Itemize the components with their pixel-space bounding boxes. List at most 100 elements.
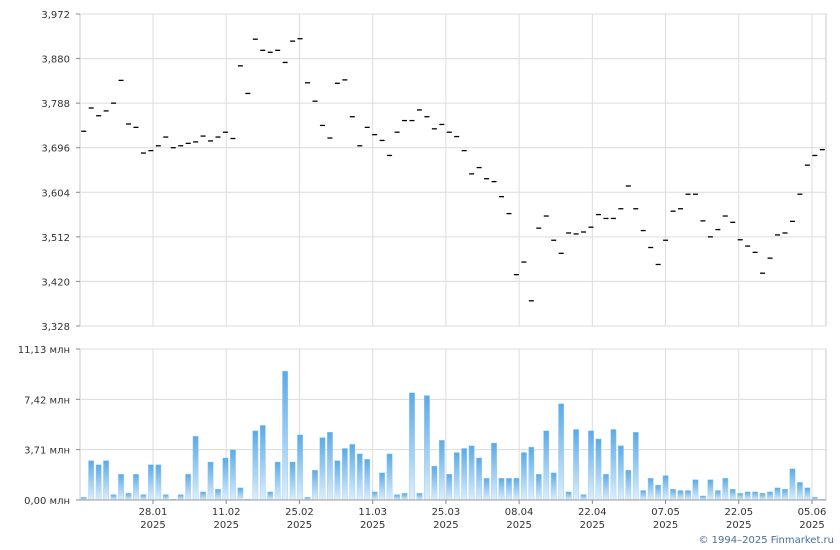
volume-bar — [416, 493, 423, 501]
volume-bar — [759, 493, 766, 501]
price-ytick-label: 3,512 — [41, 233, 70, 244]
price-ytick-label: 3,788 — [41, 99, 70, 110]
volume-bar — [677, 490, 684, 501]
volume-bar — [222, 457, 229, 501]
volume-ytick-label: 3,71 млн — [24, 446, 70, 457]
volume-bar — [215, 488, 221, 501]
volume-bar — [565, 491, 572, 501]
volume-bar — [237, 487, 244, 501]
volume-bar — [446, 474, 453, 501]
x-tick-year: 2025 — [213, 520, 238, 531]
volume-bar — [401, 493, 408, 501]
x-tick-date: 25.03 — [432, 507, 461, 518]
x-tick-year: 2025 — [726, 520, 751, 531]
volume-bar — [438, 440, 445, 501]
volume-bar — [312, 469, 318, 501]
volume-bar — [774, 487, 781, 501]
volume-bar — [744, 491, 751, 501]
volume-bar — [506, 478, 512, 501]
volume-bar — [200, 491, 206, 501]
x-tick-year: 2025 — [433, 520, 458, 531]
volume-bar — [185, 474, 192, 501]
volume-bar — [453, 452, 460, 501]
x-tick-date: 22.04 — [578, 507, 607, 518]
volume-bar — [662, 475, 669, 501]
x-tick-year: 2025 — [653, 520, 678, 531]
axis-layer: 3,972 3,880 3,788 3,696 3,604 3,512 3,420 3,328… — [18, 10, 827, 531]
volume-bar — [409, 392, 415, 501]
volume-bar — [162, 494, 169, 501]
volume-bar — [297, 434, 303, 501]
volume-bar — [140, 494, 147, 501]
volume-bar — [88, 460, 95, 501]
volume-bar — [573, 429, 579, 501]
price-panel-frame — [79, 13, 827, 327]
volume-bar — [468, 445, 475, 501]
volume-bar — [431, 465, 438, 501]
x-tick-date: 22.05 — [724, 507, 753, 518]
volume-bar — [640, 490, 647, 501]
volume-bar — [714, 490, 721, 501]
price-ytick-label: 3,604 — [41, 188, 70, 199]
price-ytick-label: 3,880 — [41, 55, 70, 66]
volume-bar — [737, 493, 744, 501]
volume-bar — [371, 491, 378, 501]
volume-bar — [364, 459, 371, 501]
volume-bar — [789, 468, 796, 501]
volume-bar — [282, 370, 289, 501]
volume-bar — [259, 425, 266, 501]
volume-bar — [491, 442, 497, 501]
volume-bar — [476, 457, 482, 501]
volume-bar — [722, 478, 729, 501]
volume-bar — [177, 494, 184, 501]
volume-bar — [379, 472, 386, 501]
volume-bar — [289, 461, 296, 501]
volume-bar — [520, 452, 527, 501]
volume-bar — [95, 464, 102, 501]
volume-bar — [670, 488, 676, 501]
volume-ytick-label: 11,13 млн — [18, 345, 70, 356]
volume-bar — [319, 437, 326, 501]
volume-bar — [155, 464, 162, 501]
volume-bar — [230, 449, 236, 501]
volume-bar — [543, 430, 550, 501]
volume-bar — [528, 446, 535, 501]
volume-bar — [700, 495, 706, 501]
volume-bar — [334, 460, 341, 501]
volume-bar — [595, 438, 602, 501]
x-tick-date: 28.01 — [139, 507, 168, 518]
volume-bar — [535, 474, 542, 501]
volume-bar — [394, 494, 400, 501]
copyright-text: © 1994–2025 Finmarket.ru — [698, 535, 834, 546]
volume-bar — [267, 491, 274, 501]
volume-ytick-label: 7,42 млн — [24, 395, 70, 406]
volume-bar — [461, 448, 468, 501]
volume-bar — [498, 478, 505, 501]
x-tick-year: 2025 — [799, 520, 824, 531]
volume-bar — [558, 403, 565, 501]
volume-bar — [341, 448, 348, 501]
volume-bar — [424, 395, 430, 501]
volume-bar — [192, 436, 199, 501]
volume-bar — [118, 474, 124, 501]
x-tick-year: 2025 — [360, 520, 385, 531]
volume-bar — [804, 487, 811, 501]
volume-bar — [356, 453, 363, 501]
volume-bar — [685, 490, 691, 501]
volume-panel-frame — [79, 348, 827, 501]
volume-bar — [617, 445, 624, 501]
price-ytick-label: 3,328 — [41, 322, 70, 333]
volume-bar — [707, 479, 714, 501]
volume-bar — [133, 474, 139, 501]
volume-ytick-label: 0,00 млн — [24, 496, 70, 507]
volume-bar — [327, 431, 333, 501]
volume-bar — [580, 494, 587, 501]
x-tick-date: 05.06 — [798, 507, 827, 518]
x-tick-year: 2025 — [506, 520, 531, 531]
volume-bar — [125, 493, 132, 501]
volume-bar — [603, 474, 609, 501]
volume-bar — [588, 430, 594, 501]
volume-bar — [610, 429, 617, 501]
price-ytick-label: 3,972 — [41, 10, 70, 21]
